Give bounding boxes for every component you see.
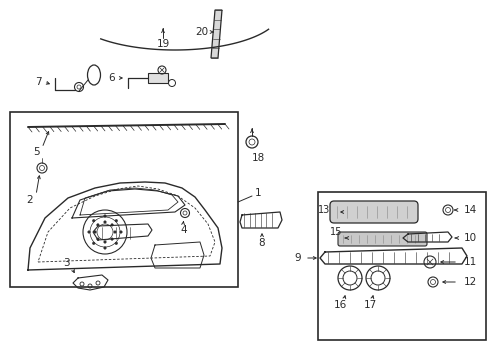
Text: 7: 7 [35, 77, 41, 87]
Circle shape [92, 220, 95, 222]
Text: 1: 1 [254, 188, 261, 198]
Circle shape [88, 231, 90, 233]
Bar [317, 192, 485, 340]
Text: 2: 2 [27, 195, 33, 205]
Circle shape [111, 238, 113, 240]
Text: 4: 4 [181, 225, 187, 235]
Bar [10, 112, 238, 287]
Circle shape [92, 242, 95, 244]
Text: 14: 14 [463, 205, 476, 215]
Text: 17: 17 [363, 300, 376, 310]
Polygon shape [210, 10, 222, 58]
Circle shape [115, 220, 117, 222]
Text: 11: 11 [463, 257, 476, 267]
Text: 5: 5 [33, 147, 39, 157]
Text: 10: 10 [463, 233, 476, 243]
Circle shape [97, 224, 99, 226]
Circle shape [94, 231, 96, 233]
FancyBboxPatch shape [329, 201, 417, 223]
Circle shape [111, 224, 113, 226]
Text: 20: 20 [195, 27, 208, 37]
Text: 19: 19 [156, 39, 169, 49]
Circle shape [115, 242, 117, 244]
Circle shape [103, 247, 106, 249]
Circle shape [103, 221, 106, 223]
Circle shape [120, 231, 122, 233]
Circle shape [114, 231, 116, 233]
Text: 18: 18 [251, 153, 264, 163]
Text: 6: 6 [108, 73, 115, 83]
Text: 16: 16 [333, 300, 346, 310]
Text: 3: 3 [62, 258, 69, 268]
Circle shape [103, 241, 106, 243]
Bar [148, 73, 168, 83]
Text: 13: 13 [317, 205, 329, 215]
Circle shape [103, 215, 106, 217]
Text: 9: 9 [294, 253, 301, 263]
Text: 8: 8 [258, 238, 265, 248]
FancyBboxPatch shape [337, 232, 426, 246]
Text: 12: 12 [463, 277, 476, 287]
Circle shape [97, 238, 99, 240]
Text: 15: 15 [329, 227, 341, 237]
